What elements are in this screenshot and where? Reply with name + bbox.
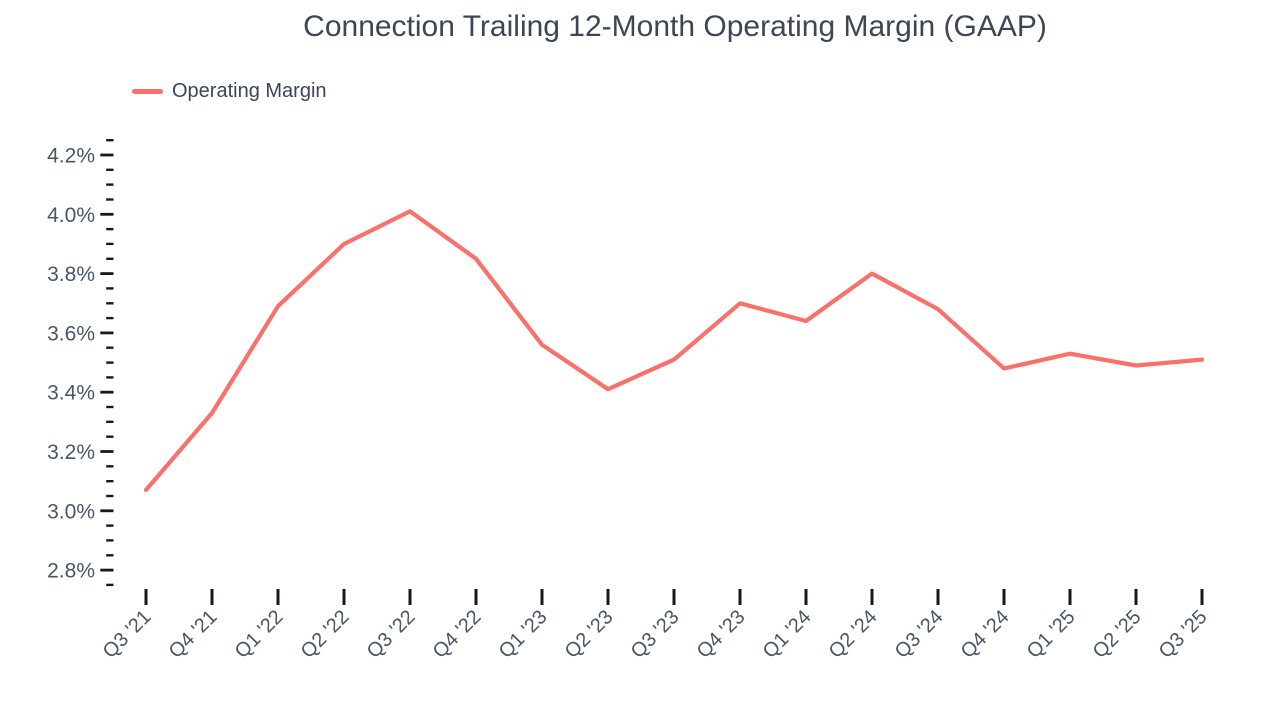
y-axis-tick-label: 4.2%	[47, 145, 95, 168]
chart-title: Connection Trailing 12-Month Operating M…	[303, 10, 1047, 43]
x-axis-tick-label: Q2 '24	[825, 606, 882, 663]
x-axis-tick-label: Q3 '23	[627, 606, 684, 663]
y-axis-tick-label: 3.2%	[47, 441, 95, 464]
x-axis-tick-label: Q2 '25	[1089, 606, 1146, 663]
legend-label: Operating Margin	[172, 79, 327, 102]
x-axis-tick-label: Q4 '22	[429, 606, 486, 663]
x-axis-tick-label: Q3 '21	[99, 606, 156, 663]
y-axis-tick-label: 3.8%	[47, 263, 95, 286]
x-axis-tick-label: Q4 '21	[165, 606, 222, 663]
x-axis-tick-label: Q3 '22	[363, 606, 420, 663]
legend: Operating Margin	[132, 80, 327, 102]
operating-margin-series-line	[143, 209, 1205, 493]
x-axis-tick-label: Q4 '23	[693, 606, 750, 663]
x-axis-tick-label: Q1 '23	[495, 606, 552, 663]
x-axis-tick-label: Q1 '22	[231, 606, 288, 663]
x-axis-tick-label: Q1 '24	[759, 606, 816, 663]
x-axis-tick-label: Q3 '24	[891, 606, 948, 663]
y-axis-tick-label: 3.4%	[47, 382, 95, 405]
y-axis-tick-label: 3.6%	[47, 322, 95, 345]
y-axis-tick-label: 4.0%	[47, 204, 95, 227]
x-axis-tick-label: Q3 '25	[1155, 606, 1212, 663]
y-axis-tick-label: 3.0%	[47, 500, 95, 523]
x-axis-tick-label: Q1 '25	[1023, 606, 1080, 663]
legend-line-swatch	[132, 88, 163, 94]
x-axis-tick-label: Q4 '24	[957, 606, 1014, 663]
y-axis-tick-label: 2.8%	[47, 560, 95, 583]
x-axis-tick-label: Q2 '23	[561, 606, 618, 663]
x-axis-tick-label: Q2 '22	[297, 606, 354, 663]
